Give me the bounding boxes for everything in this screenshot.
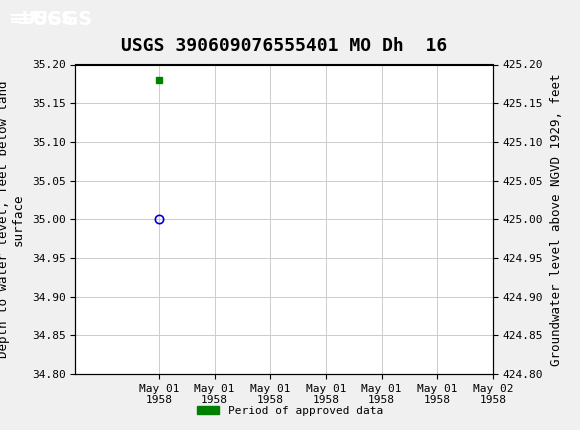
Legend: Period of approved data: Period of approved data xyxy=(193,401,387,420)
Text: ≡USGS: ≡USGS xyxy=(17,10,93,29)
Text: ≡USGS: ≡USGS xyxy=(9,10,74,28)
Title: USGS 390609076555401 MO Dh  16: USGS 390609076555401 MO Dh 16 xyxy=(121,37,447,55)
Y-axis label: Groundwater level above NGVD 1929, feet: Groundwater level above NGVD 1929, feet xyxy=(550,73,563,366)
Y-axis label: Depth to water level, feet below land
surface: Depth to water level, feet below land su… xyxy=(0,80,25,358)
